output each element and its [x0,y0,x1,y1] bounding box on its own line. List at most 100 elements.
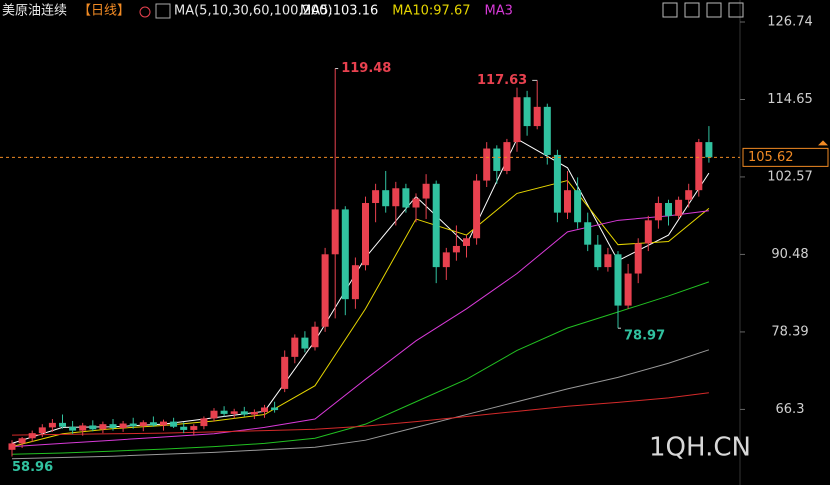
candle-body [59,422,66,427]
candle-body [149,422,157,426]
candle-body [614,254,622,306]
ma-params: MA(5,10,30,60,100,200) [174,4,332,19]
price-box [742,147,829,167]
candle-body [180,426,188,430]
icon[interactable] [728,2,744,18]
candle-body [644,220,652,244]
candle-body [604,254,612,268]
candle-body [109,424,117,429]
candle-body [452,245,460,253]
ma-line [11,180,710,448]
candle-body [463,238,470,246]
candle-body [170,421,178,427]
candle-body [624,273,632,306]
candle-body [362,203,369,266]
icon[interactable] [684,2,700,18]
annotation: 58.96 [12,460,53,475]
candle-body [422,183,430,199]
candle-body [695,142,703,191]
candle-body [564,190,571,213]
candle-body [291,337,299,357]
candle-body [553,154,561,213]
candle-body [38,427,46,434]
candle-body [493,148,501,171]
indicator-icon[interactable] [155,3,171,19]
candle-body [654,203,662,221]
candle-body [28,433,36,439]
candle-body [351,265,359,300]
candle-body [412,198,420,208]
icon[interactable] [662,2,678,18]
candle-body [240,411,248,415]
candle-body [594,244,602,268]
ma-line [11,281,710,455]
symbol: 美原油连续 [2,3,67,19]
y-tick-label: 102.57 [767,169,813,184]
candle-body [8,443,16,450]
candle-body [392,188,400,207]
candle-body [79,425,87,431]
candle-body [402,188,410,208]
icon[interactable] [706,2,722,18]
candle-body [69,426,77,431]
candle-body [200,418,208,427]
candle-body [139,422,147,427]
candle-body [705,142,713,158]
candle-body [503,142,511,171]
candle-body [301,337,309,349]
candle-body [442,252,450,268]
period: 【日线】 [78,4,130,19]
candle-body [89,425,97,430]
candle-body [372,190,380,204]
candle-body [341,209,349,300]
price-label: 105.62 [748,150,794,165]
ma-line [11,392,709,436]
candle-body [543,106,551,155]
price-arrow [818,140,828,146]
candle-body [281,356,289,389]
candle-body [584,222,592,245]
indicator-label: MA3 [485,4,513,19]
candle-body [634,243,642,274]
candle-body [99,424,107,430]
candle-body [331,209,339,255]
candle-body [271,407,279,411]
candle-body [261,407,268,412]
candle-body [473,180,481,239]
y-tick-label: 66.3 [776,402,805,417]
add-icon[interactable] [139,6,151,18]
indicator-label: MA10:97.67 [392,4,470,19]
candle-body [18,438,26,444]
watermark: 1QH.CN [649,433,751,463]
candle-body [432,183,440,268]
y-tick-label: 90.48 [771,247,808,262]
candle-body [220,410,228,414]
candle-body [665,203,672,216]
candle-body [160,421,167,426]
annotation: 78.97 [624,329,665,344]
candle-body [382,190,390,207]
candle-body [119,423,127,429]
ma-line [11,349,710,460]
annotation: 117.63 [477,73,527,88]
candle-body [675,199,683,216]
y-tick-label: 78.39 [771,324,808,339]
candle-body [48,422,56,428]
candle-body [321,254,329,327]
candle-body [190,426,198,430]
candle-body [129,423,137,427]
candle-body [311,326,319,348]
annotation: 119.48 [341,61,391,76]
candle-body [513,97,521,143]
candle-body [230,411,238,414]
candle-body [574,190,582,223]
candle-body [250,411,258,415]
candle-body [685,190,693,200]
candle-body [533,106,541,127]
candle-body [523,97,531,127]
indicator-label: MA5:103.16 [300,4,378,19]
candle-body [210,410,218,419]
candle-body [483,148,491,181]
